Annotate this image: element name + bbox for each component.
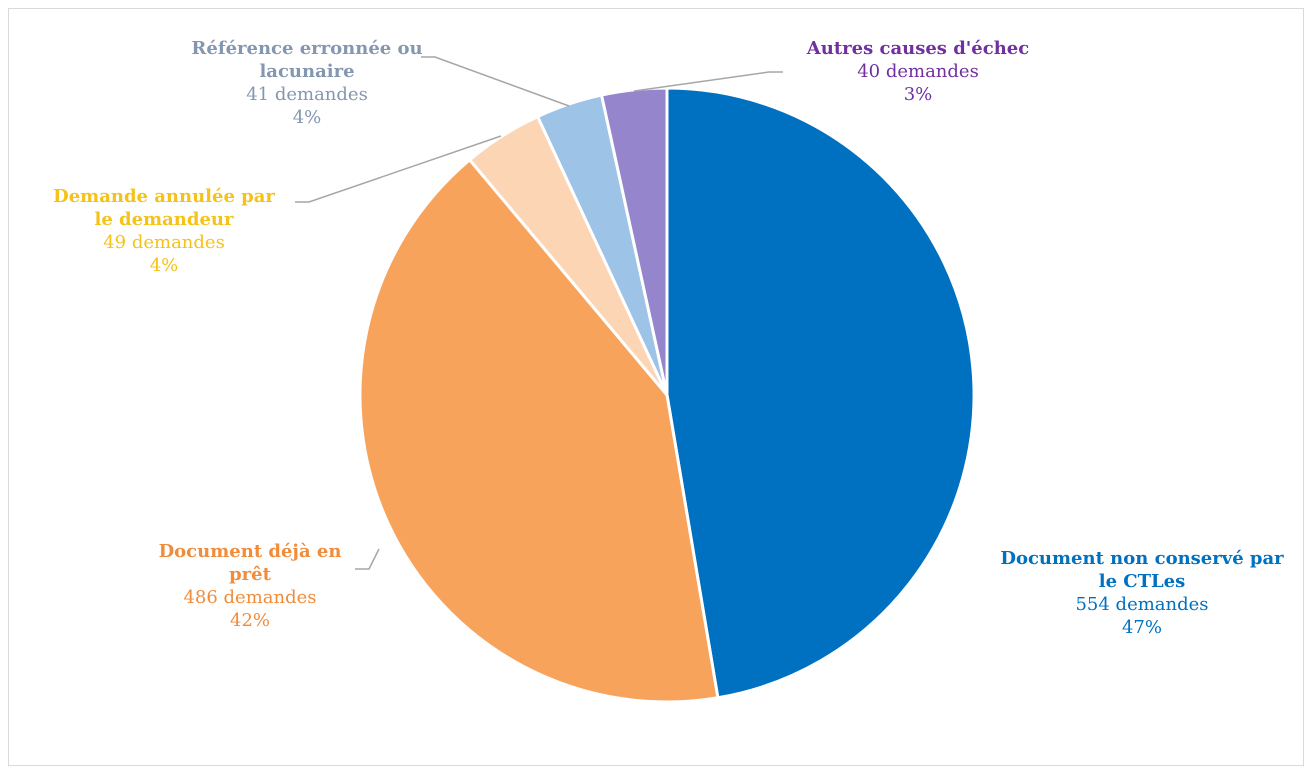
slice-percent: 3% — [903, 84, 933, 105]
slice-name: Document déjà en prêt — [158, 541, 342, 585]
slice-count: 49 demandes — [103, 232, 225, 253]
slice-label-demande-annulee: Demande annulée par le demandeur 49 deman… — [53, 185, 275, 277]
slice-label-document-deja-en-pret: Document déjà en prêt 486 demandes 42% — [159, 540, 342, 632]
slice-name: Document non conservé par le CTLes — [1000, 548, 1284, 592]
leader-line-3 — [421, 56, 570, 107]
slice-count: 41 demandes — [246, 84, 368, 105]
leader-line-4 — [633, 71, 783, 92]
pie-chart — [295, 56, 976, 704]
slice-name: Référence erronnée ou lacunaire — [191, 38, 423, 82]
leader-line-2 — [295, 135, 502, 203]
slice-label-document-non-conserve: Document non conservé par le CTLes 554 de… — [1000, 547, 1283, 639]
leader-line-1 — [355, 548, 380, 570]
slice-percent: 47% — [1121, 617, 1162, 638]
slice-count: 40 demandes — [857, 61, 979, 82]
slice-percent: 4% — [292, 107, 322, 128]
pie-slices — [358, 86, 976, 704]
slice-count: 486 demandes — [183, 587, 317, 608]
pie-slice-4 — [599, 86, 669, 396]
slice-count: 554 demandes — [1075, 594, 1209, 615]
slice-percent: 42% — [229, 610, 271, 631]
leader-lines — [295, 56, 783, 570]
pie-slice-0 — [665, 86, 976, 700]
slice-name: Demande annulée par le demandeur — [53, 186, 275, 230]
slice-percent: 4% — [149, 255, 179, 276]
slice-name: Autres causes d'échec — [806, 38, 1030, 59]
chart-area: Document non conservé par le CTLes 554 de… — [8, 8, 1304, 766]
slice-label-reference-erronnee: Référence erronnée ou lacunaire 41 demand… — [191, 37, 422, 129]
slice-label-autres-causes: Autres causes d'échec 40 demandes 3% — [807, 37, 1029, 106]
pie-slice-1 — [358, 157, 720, 704]
